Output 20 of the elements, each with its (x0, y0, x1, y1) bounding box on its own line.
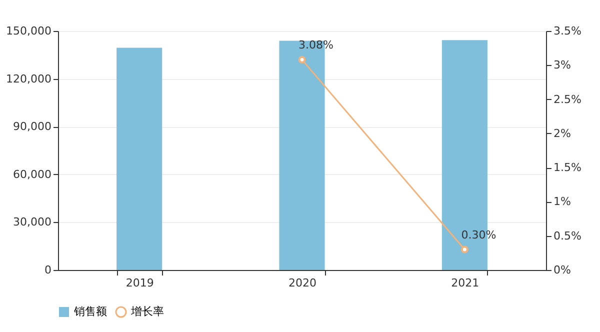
x-tick-label: 2021 (451, 276, 480, 290)
y-tick-label: 60,000 (13, 168, 52, 181)
y-tick-label: 120,000 (6, 72, 52, 86)
y-tick-label: 0 (44, 264, 52, 276)
y2-tick-label: 3.5% (554, 24, 582, 38)
y2-tick-label: 2.5% (554, 92, 582, 106)
y2-tick-label: 2% (554, 126, 571, 140)
y2-tick-label: 0% (554, 264, 571, 276)
y2-tick-label: 0.5% (554, 229, 582, 242)
y2-tick-label: 1.5% (554, 161, 582, 174)
x-tick-label: 2019 (126, 276, 154, 290)
y-tick-label: 30,000 (13, 216, 52, 229)
y-tick-label: 150,000 (6, 24, 52, 38)
y-tick-label: 90,000 (13, 120, 52, 134)
y2-tick-label: 3% (554, 58, 571, 72)
y2-tick-label: 1% (554, 195, 571, 208)
legend-label: 增长率 (130, 305, 164, 318)
legend-label: 销售额 (73, 305, 107, 318)
x-tick-label: 2020 (288, 276, 316, 290)
bar (116, 48, 162, 270)
